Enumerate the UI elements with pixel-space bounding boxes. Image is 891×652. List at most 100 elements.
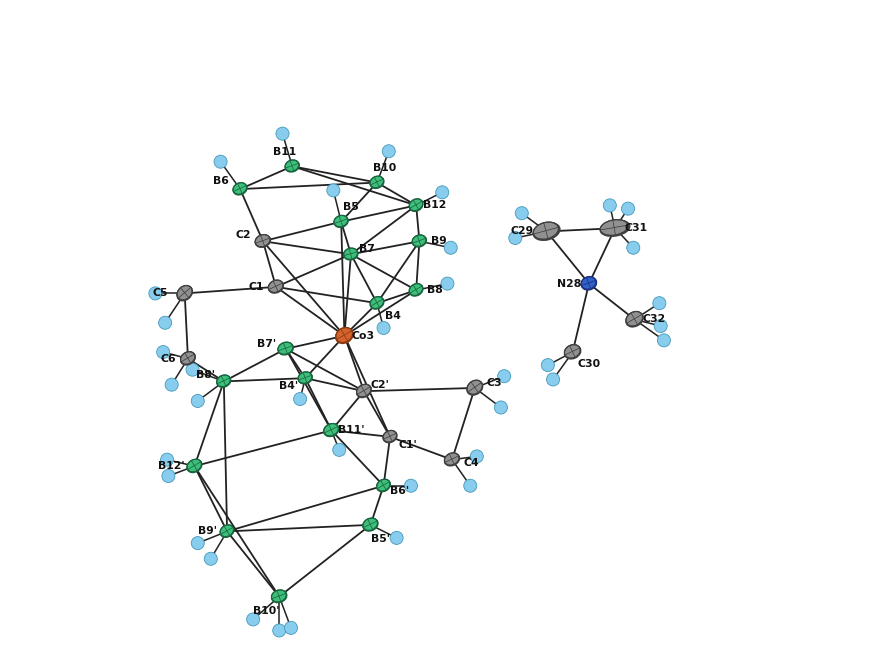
Circle shape [390, 531, 403, 544]
Text: B5': B5' [371, 534, 389, 544]
Circle shape [445, 241, 457, 254]
Text: C2: C2 [235, 230, 251, 240]
Ellipse shape [377, 479, 390, 491]
Text: C6: C6 [160, 353, 176, 364]
Circle shape [470, 450, 483, 463]
Text: C5: C5 [152, 288, 168, 299]
Text: B6: B6 [213, 176, 228, 186]
Text: C1': C1' [399, 439, 418, 450]
Circle shape [382, 145, 396, 158]
Ellipse shape [370, 176, 385, 189]
Text: B9: B9 [431, 236, 447, 246]
Ellipse shape [285, 160, 298, 171]
Circle shape [436, 186, 449, 199]
Ellipse shape [219, 525, 234, 538]
Circle shape [192, 537, 204, 550]
Ellipse shape [363, 518, 379, 532]
Ellipse shape [278, 342, 293, 354]
Circle shape [276, 127, 289, 140]
Ellipse shape [600, 220, 631, 237]
Ellipse shape [409, 199, 422, 211]
Ellipse shape [409, 199, 423, 212]
Ellipse shape [298, 372, 312, 383]
Text: B10: B10 [373, 163, 396, 173]
Circle shape [441, 277, 454, 290]
Circle shape [405, 479, 418, 492]
Ellipse shape [233, 183, 247, 194]
Ellipse shape [625, 312, 644, 327]
Ellipse shape [323, 424, 339, 436]
Ellipse shape [363, 518, 378, 531]
Circle shape [186, 363, 199, 376]
Ellipse shape [409, 284, 422, 295]
Ellipse shape [336, 327, 353, 342]
Circle shape [160, 453, 174, 466]
Ellipse shape [268, 280, 284, 294]
Text: B5: B5 [343, 202, 359, 213]
Ellipse shape [356, 384, 372, 398]
Ellipse shape [255, 235, 270, 246]
Text: C1: C1 [249, 282, 264, 292]
Ellipse shape [564, 344, 582, 360]
Circle shape [658, 334, 670, 347]
Text: B12: B12 [422, 200, 446, 211]
Ellipse shape [186, 459, 202, 473]
Ellipse shape [413, 235, 426, 246]
Ellipse shape [370, 297, 383, 308]
Ellipse shape [181, 351, 195, 364]
Circle shape [214, 155, 227, 168]
Ellipse shape [333, 215, 349, 228]
Ellipse shape [298, 372, 313, 385]
Circle shape [498, 370, 511, 383]
Ellipse shape [412, 235, 427, 248]
Circle shape [377, 321, 390, 334]
Ellipse shape [376, 479, 391, 492]
Text: B12': B12' [159, 461, 185, 471]
Text: B8: B8 [427, 285, 442, 295]
Ellipse shape [272, 590, 286, 602]
Circle shape [157, 346, 169, 359]
Ellipse shape [533, 222, 559, 239]
Circle shape [159, 316, 172, 329]
Ellipse shape [467, 380, 482, 394]
Ellipse shape [233, 183, 248, 196]
Text: B4': B4' [280, 381, 298, 391]
Ellipse shape [271, 590, 288, 603]
Ellipse shape [268, 280, 283, 293]
Text: B10': B10' [253, 606, 280, 616]
Ellipse shape [187, 459, 201, 472]
Text: C2': C2' [371, 379, 389, 390]
Ellipse shape [177, 286, 192, 300]
Ellipse shape [220, 525, 233, 537]
Ellipse shape [564, 345, 580, 358]
Text: B11: B11 [273, 147, 296, 157]
Ellipse shape [370, 297, 385, 310]
Circle shape [603, 199, 617, 212]
Circle shape [332, 443, 346, 456]
Circle shape [273, 624, 286, 637]
Text: Co3: Co3 [351, 331, 374, 341]
Circle shape [622, 202, 634, 215]
Ellipse shape [180, 351, 196, 366]
Text: B6': B6' [390, 486, 410, 496]
Circle shape [204, 552, 217, 565]
Ellipse shape [284, 160, 300, 173]
Text: B7': B7' [257, 338, 275, 349]
Ellipse shape [217, 375, 232, 388]
Ellipse shape [533, 222, 560, 241]
Circle shape [284, 621, 298, 634]
Circle shape [247, 613, 259, 626]
Circle shape [626, 241, 640, 254]
Text: C31: C31 [625, 223, 648, 233]
Ellipse shape [334, 215, 347, 227]
Circle shape [463, 479, 477, 492]
Circle shape [495, 401, 508, 414]
Circle shape [162, 469, 175, 482]
Circle shape [293, 393, 307, 406]
Ellipse shape [601, 220, 628, 235]
Ellipse shape [466, 380, 484, 396]
Ellipse shape [176, 286, 193, 301]
Circle shape [542, 359, 554, 372]
Circle shape [327, 184, 339, 197]
Ellipse shape [356, 384, 371, 397]
